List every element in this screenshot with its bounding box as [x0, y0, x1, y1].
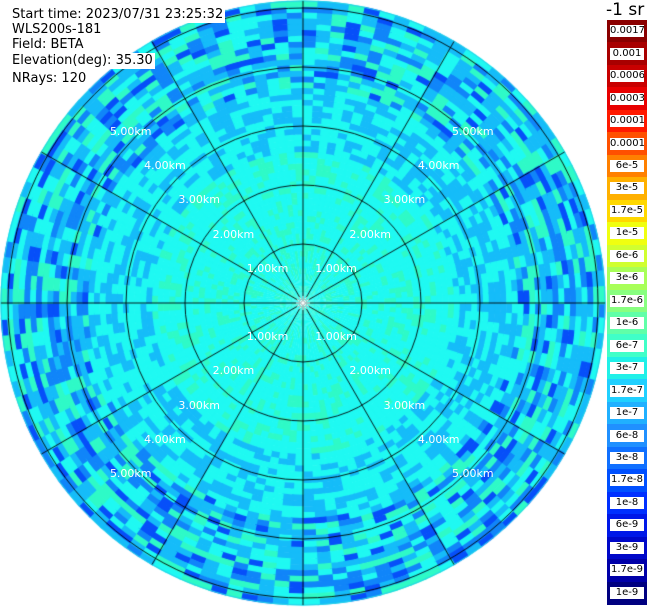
range-ring-label: 4.00km: [144, 432, 186, 446]
colorbar-label: 3e-5: [610, 182, 644, 195]
colorbar-label: 0.001: [610, 47, 644, 60]
range-ring-label: 5.00km: [109, 124, 152, 138]
colorbar-label: 1e-8: [610, 496, 644, 509]
colorbar-label: 1e-9: [610, 586, 644, 599]
colorbar-label: 1.7e-6: [610, 294, 644, 307]
range-ring-label: 3.00km: [383, 398, 426, 412]
colorbar-label: 3e-7: [610, 362, 644, 375]
colorbar-label: 6e-7: [610, 339, 644, 352]
elevation-label: Elevation(deg):: [12, 53, 112, 68]
range-ring-label: 1.00km: [246, 330, 289, 344]
range-ring-label: 3.00km: [383, 193, 426, 207]
range-ring-label: 4.00km: [417, 159, 460, 173]
range-ring-label: 2.00km: [212, 364, 255, 378]
range-ring-label: 4.00km: [144, 159, 186, 173]
colorbar-label: 0.0006: [610, 70, 644, 83]
colorbar-label: 1e-7: [610, 407, 644, 420]
range-ring-label: 4.00km: [417, 432, 460, 446]
range-ring-label: 1.00km: [315, 330, 357, 344]
colorbar-label: 1.7e-8: [610, 474, 644, 487]
colorbar-label: 6e-9: [610, 519, 644, 532]
elevation-row: Elevation(deg): 35.30: [10, 53, 155, 69]
range-ring-label: 2.00km: [212, 227, 255, 241]
colorbar-label: 3e-9: [610, 541, 644, 554]
range-ring-label: 1.00km: [246, 261, 289, 275]
range-ring-label: 2.00km: [349, 364, 391, 378]
range-ring-label: 2.00km: [349, 227, 391, 241]
colorbar-label: 3e-6: [610, 272, 644, 285]
range-ring-label: 5.00km: [109, 467, 152, 481]
range-ring-label: 1.00km: [315, 261, 357, 275]
range-ring-label: 3.00km: [178, 193, 220, 207]
ppi-plot: [0, 0, 607, 607]
range-ring-label: 5.00km: [452, 124, 494, 138]
colorbar-label: 0.00017: [610, 115, 644, 128]
start-time: Start time: 2023/07/31 23:25:32: [10, 7, 226, 23]
colorbar-label: 1.7e-9: [610, 564, 644, 577]
colorbar-label: 1.7e-7: [610, 384, 644, 397]
colorbar-label: 3e-8: [610, 452, 644, 464]
colorbar-label: 6e-8: [610, 429, 644, 442]
nrays: NRays: 120: [10, 71, 89, 87]
colorbar-label: 0.0001: [610, 137, 644, 150]
device-name: WLS200s-181: [10, 22, 104, 38]
colorbar-title: -1 sr: [606, 0, 645, 20]
colorbar-label: 0.0017: [610, 25, 644, 38]
colorbar-label: 6e-6: [610, 249, 644, 262]
colorbar-label: 6e-5: [610, 160, 644, 172]
colorbar-label: 1e-5: [610, 227, 644, 240]
colorbar-label: 0.0003: [610, 92, 644, 105]
colorbar-label: 1e-6: [610, 317, 644, 330]
range-ring-label: 5.00km: [452, 467, 494, 481]
range-ring-label: 3.00km: [178, 398, 220, 412]
field-name: Field: BETA: [10, 37, 86, 53]
elevation-value: 35.30: [115, 53, 153, 68]
colorbar-label: 1.7e-5: [610, 204, 644, 217]
